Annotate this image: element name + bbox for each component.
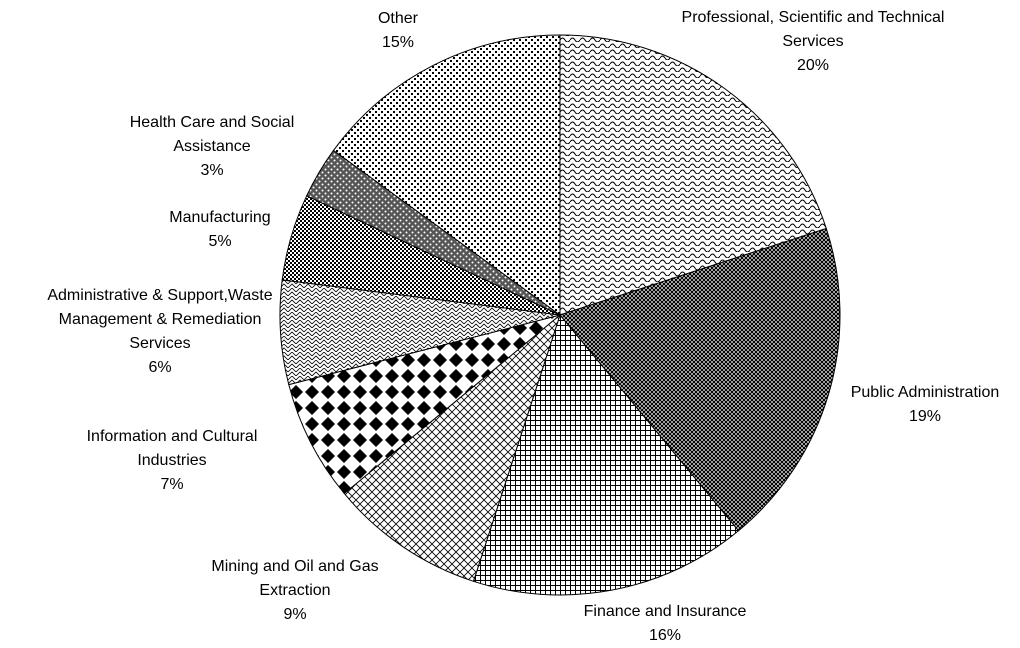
pie-slice [343, 313, 562, 582]
slice-label: Mining and Oil and Gas Extraction 9% [190, 555, 400, 627]
value-label: 7% [160, 476, 184, 493]
pie-slice [332, 34, 561, 316]
value-label: 16% [648, 627, 682, 644]
value-label: 9% [283, 606, 307, 623]
pie-slice [472, 313, 740, 596]
value-label: 6% [148, 359, 172, 376]
value-label: 19% [908, 408, 942, 425]
pie-slice [559, 34, 827, 316]
category-label: Professional, Scientific and Technical S… [681, 9, 945, 50]
value-label: 15% [381, 34, 415, 51]
category-label: Other [377, 10, 418, 27]
value-label: 20% [796, 57, 830, 74]
category-label: Health Care and Social Assistance [129, 114, 295, 155]
value-label: 3% [200, 162, 224, 179]
slice-label: Manufacturing 5% [120, 206, 320, 254]
slice-label: Finance and Insurance 16% [555, 600, 775, 648]
category-label: Information and Cultural Industries [86, 428, 258, 469]
slice-label: Health Care and Social Assistance 3% [110, 111, 315, 183]
category-label: Manufacturing [169, 209, 271, 226]
slice-label: Public Administration 19% [815, 381, 1020, 429]
value-label: 5% [208, 233, 232, 250]
pie-slice [288, 314, 561, 495]
slice-label: Administrative & Support,Waste Managemen… [46, 284, 274, 380]
pie-slice [559, 227, 841, 532]
category-label: Administrative & Support,Waste Managemen… [47, 287, 273, 352]
category-label: Mining and Oil and Gas Extraction [211, 558, 379, 599]
slice-label: Other 15% [338, 7, 458, 55]
slice-label: Information and Cultural Industries 7% [67, 425, 277, 497]
slice-label: Professional, Scientific and Technical S… [678, 6, 948, 78]
category-label: Finance and Insurance [583, 603, 747, 620]
category-label: Public Administration [850, 384, 1000, 401]
